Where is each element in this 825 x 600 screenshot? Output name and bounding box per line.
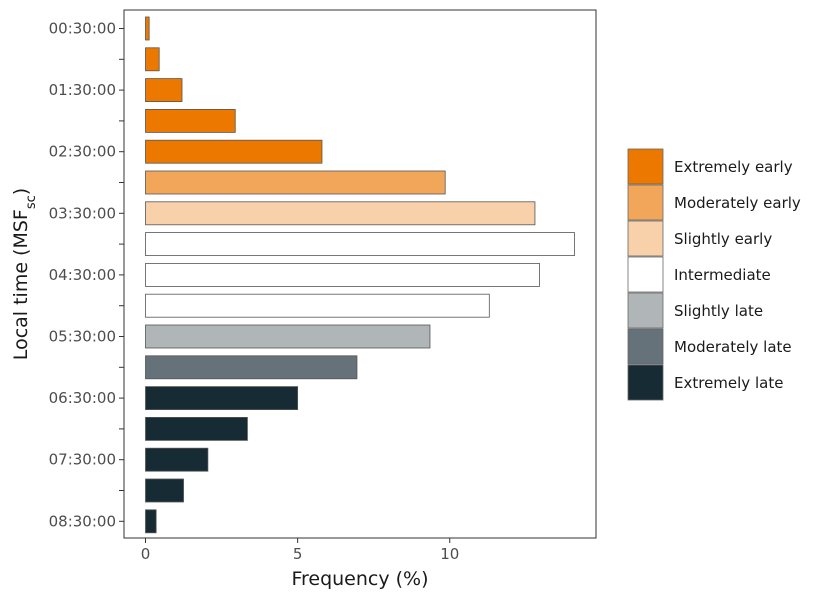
bar (145, 262, 540, 287)
y-axis-title: Local time (MSFsc) (10, 188, 39, 360)
x-tick-label: 5 (293, 545, 303, 563)
legend-swatch (627, 220, 664, 257)
legend-swatch (627, 328, 664, 365)
y-axis-title-main: Local time (MSF (10, 209, 32, 360)
bar (145, 201, 536, 226)
legend-label: Extremely early (674, 158, 793, 176)
y-tick-label: 06:30:00 (49, 389, 116, 407)
legend-swatch (627, 148, 664, 185)
bar (145, 109, 236, 133)
y-axis-title-close: ) (10, 188, 32, 195)
x-tick-label: 0 (141, 545, 151, 563)
bar (145, 16, 150, 41)
y-tick-label: 07:30:00 (49, 451, 116, 469)
y-tick-label: 00:30:00 (49, 20, 116, 38)
legend-swatch (627, 364, 664, 401)
x-axis-title: Frequency (%) (291, 568, 428, 590)
bars-group (145, 16, 575, 534)
bar (145, 478, 184, 503)
y-tick-label: 03:30:00 (49, 204, 116, 222)
bar (145, 78, 183, 102)
plot-panel-border (123, 9, 597, 539)
bar (145, 293, 490, 318)
y-axis: 00:30:00 01:30:00 02:30:00 03:30:00 04:30:00… (49, 20, 124, 530)
x-axis: 0 5 10 (141, 538, 459, 563)
y-tick-label: 05:30:00 (49, 328, 116, 346)
bar (145, 509, 157, 534)
legend-swatch (627, 184, 664, 221)
legend: Extremely early Moderately early Slightly … (627, 148, 801, 401)
legend-label: Slightly early (674, 230, 772, 248)
legend-swatch (627, 256, 664, 293)
bar (145, 47, 160, 72)
legend-swatch (627, 292, 664, 329)
y-tick-label: 02:30:00 (49, 143, 116, 161)
y-tick-label: 04:30:00 (49, 266, 116, 284)
y-tick-label: 01:30:00 (49, 81, 116, 99)
x-tick-label: 10 (440, 545, 459, 563)
legend-label: Intermediate (674, 266, 771, 284)
y-tick-label: 08:30:00 (49, 512, 116, 530)
bar (145, 139, 323, 164)
bar (145, 416, 248, 441)
bar (145, 355, 358, 380)
legend-label: Extremely late (674, 374, 783, 392)
legend-label: Slightly late (674, 302, 763, 320)
legend-label: Moderately early (674, 194, 801, 212)
legend-label: Moderately late (674, 338, 792, 356)
bar (145, 447, 209, 472)
y-axis-title-subscript: sc (24, 195, 39, 209)
bar (145, 386, 299, 411)
bar (145, 232, 575, 257)
bar (145, 324, 431, 349)
bar (145, 170, 446, 195)
